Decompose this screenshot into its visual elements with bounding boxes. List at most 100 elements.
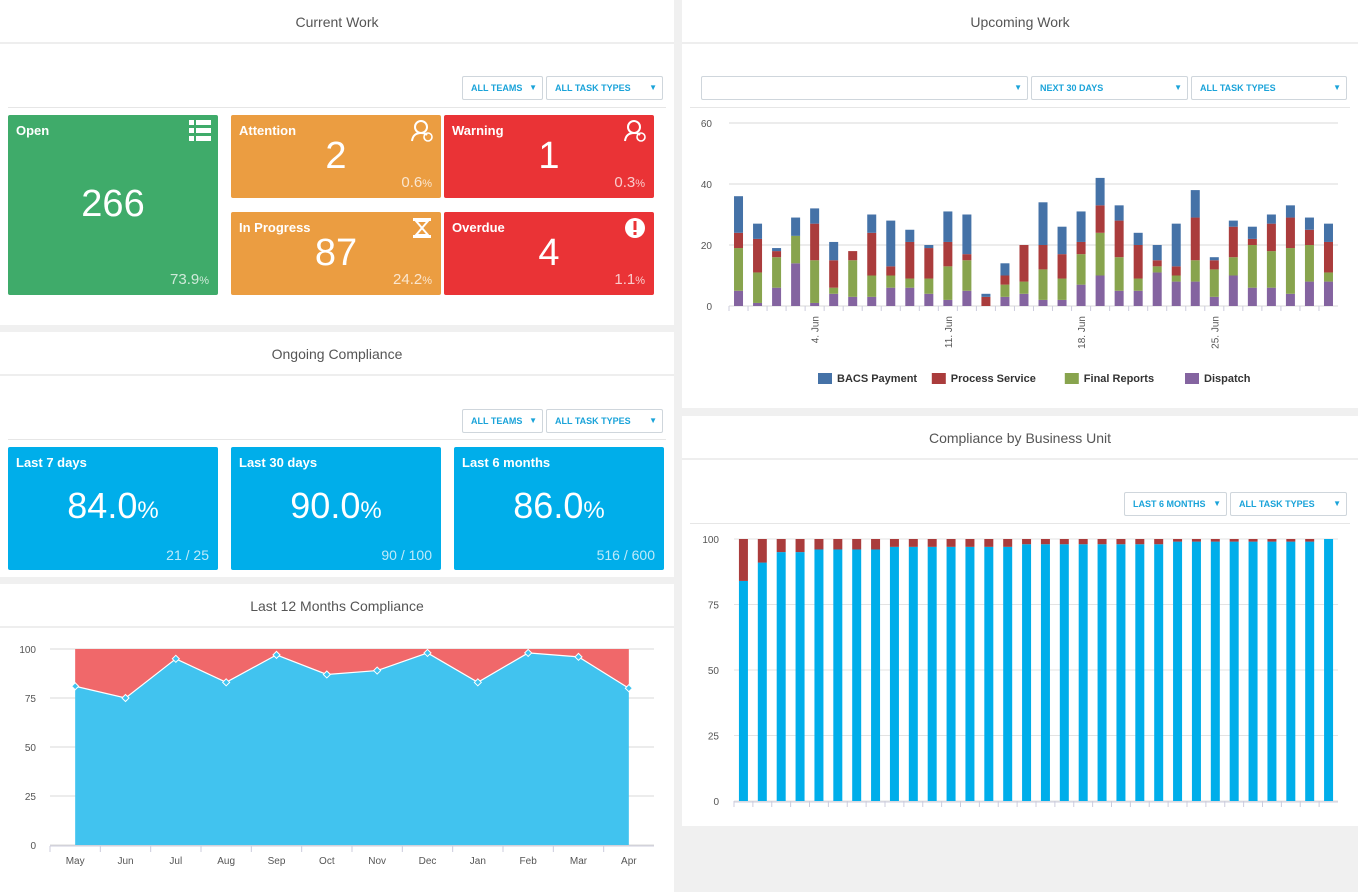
compliance-30-days-tile[interactable]: Last 30 days 90.0% 90 / 100 xyxy=(231,447,441,570)
x-tick-label: Jun xyxy=(117,856,133,867)
bar-segment xyxy=(1038,269,1048,300)
bar-segment xyxy=(1171,275,1181,282)
y-tick-label: 50 xyxy=(708,666,720,677)
bar-segment xyxy=(1173,541,1183,801)
x-tick-label: Jul xyxy=(169,856,182,867)
chevron-down-icon: ▼ xyxy=(1333,83,1341,92)
bar-segment xyxy=(1324,539,1334,801)
compliance-7-days-tile[interactable]: Last 7 days 84.0% 21 / 25 xyxy=(8,447,218,570)
period-filter-label: LAST 6 MONTHS xyxy=(1133,499,1206,509)
bar-segment xyxy=(905,287,915,306)
y-tick-label: 0 xyxy=(30,841,36,852)
x-tick-label: 18. Jun xyxy=(1077,316,1088,349)
bar-segment xyxy=(814,549,824,801)
bar-segment xyxy=(943,211,953,242)
compliance-6-months-value: 86.0% xyxy=(513,485,605,526)
task-types-filter[interactable]: ALL TASK TYPES ▼ xyxy=(1230,492,1347,516)
overdue-tile[interactable]: Overdue 4 1.1% xyxy=(444,212,654,295)
x-tick-label: May xyxy=(66,856,85,867)
warning-tile[interactable]: Warning 1 0.3% xyxy=(444,115,654,198)
teams-filter[interactable]: ALL TEAMS ▼ xyxy=(462,76,543,100)
bar-segment xyxy=(1267,539,1277,542)
compliance-30-days-label: Last 30 days xyxy=(239,455,318,470)
period-filter[interactable]: NEXT 30 DAYS ▼ xyxy=(1031,76,1188,100)
exclamation-icon xyxy=(625,218,645,238)
open-tile[interactable]: Open 266 73.9% xyxy=(8,115,218,295)
x-tick-label: 25. Jun xyxy=(1210,316,1221,349)
bar-segment xyxy=(1229,541,1239,801)
bar-segment xyxy=(962,214,972,255)
bar-segment xyxy=(1059,539,1069,545)
legend-label: Dispatch xyxy=(1204,373,1251,385)
in-progress-tile[interactable]: In Progress 87 24.2% xyxy=(231,212,441,295)
bar-segment xyxy=(1078,544,1088,801)
bar-segment xyxy=(1247,287,1257,306)
x-tick-label: 11. Jun xyxy=(944,316,955,348)
bar-segment xyxy=(1286,541,1296,801)
bar-segment xyxy=(757,562,767,801)
bar-segment xyxy=(1304,245,1314,282)
in-progress-label: In Progress xyxy=(239,220,311,235)
period-filter[interactable]: LAST 6 MONTHS ▼ xyxy=(1124,492,1227,516)
bar-segment xyxy=(1305,539,1315,542)
bar-segment xyxy=(1078,539,1088,545)
bar-segment xyxy=(924,278,934,294)
unit-filter[interactable]: ▼ xyxy=(701,76,1028,100)
bar-segment xyxy=(1304,217,1314,230)
bar-segment xyxy=(1019,293,1029,306)
bar-segment xyxy=(776,539,786,553)
bar-segment xyxy=(753,238,763,273)
bar-segment xyxy=(738,539,748,581)
bar-segment xyxy=(829,260,839,288)
bar-segment xyxy=(905,229,915,242)
bar-segment xyxy=(871,539,881,550)
task-types-filter-label: ALL TASK TYPES xyxy=(1200,83,1276,93)
user-clock-icon xyxy=(411,120,433,142)
y-tick-label: 25 xyxy=(708,732,720,743)
compliance-6-months-tile[interactable]: Last 6 months 86.0% 516 / 600 xyxy=(454,447,664,570)
y-tick-label: 20 xyxy=(701,241,713,252)
bar-segment xyxy=(886,266,896,276)
bar-segment xyxy=(1247,245,1257,288)
ongoing-compliance-title: Ongoing Compliance xyxy=(0,332,674,376)
bar-segment xyxy=(1000,263,1010,276)
data-point xyxy=(423,648,432,658)
chevron-down-icon: ▼ xyxy=(1213,499,1221,508)
bar-segment xyxy=(905,278,915,288)
upcoming-work-chart: 0 20 40 60 4. Jun 11. Jun 18. Jun 25. Jun BACS P… xyxy=(701,119,1338,385)
y-tick-label: 100 xyxy=(702,535,719,546)
bar-segment xyxy=(852,549,862,801)
bar-segment xyxy=(1152,260,1162,267)
attention-pct: 0.6% xyxy=(401,174,432,191)
bar-segment xyxy=(1003,539,1013,547)
divider xyxy=(690,523,1350,524)
bar-segment xyxy=(1097,539,1107,545)
y-tick-label: 40 xyxy=(701,180,713,191)
bar-segment xyxy=(943,266,953,300)
bar-segment xyxy=(1135,544,1145,801)
attention-tile[interactable]: Attention 2 0.6% xyxy=(231,115,441,198)
overdue-value: 4 xyxy=(538,232,560,274)
bar-segment xyxy=(738,580,748,801)
bar-segment xyxy=(1247,226,1257,239)
task-types-filter[interactable]: ALL TASK TYPES ▼ xyxy=(546,76,663,100)
bar-segment xyxy=(810,260,820,303)
compliance-30-days-value: 90.0% xyxy=(290,485,382,526)
bar-segment xyxy=(871,549,881,801)
compliant-line xyxy=(75,652,630,699)
task-types-filter[interactable]: ALL TASK TYPES ▼ xyxy=(546,409,663,433)
upcoming-work-panel: Upcoming Work ▼ NEXT 30 DAYS ▼ ALL TASK … xyxy=(682,0,1358,408)
data-point xyxy=(473,678,483,687)
bar-segment xyxy=(810,223,820,261)
task-types-filter[interactable]: ALL TASK TYPES ▼ xyxy=(1191,76,1347,100)
bar-segment xyxy=(795,552,805,801)
bar-segment xyxy=(772,257,782,288)
bar-segment xyxy=(848,251,858,261)
bar-segment xyxy=(889,546,899,801)
bar-segment xyxy=(1228,220,1238,227)
bar-segment xyxy=(1097,544,1107,801)
user-clock-icon xyxy=(624,120,646,142)
data-point xyxy=(574,652,583,662)
bar-segment xyxy=(1248,539,1258,542)
teams-filter[interactable]: ALL TEAMS ▼ xyxy=(462,409,543,433)
